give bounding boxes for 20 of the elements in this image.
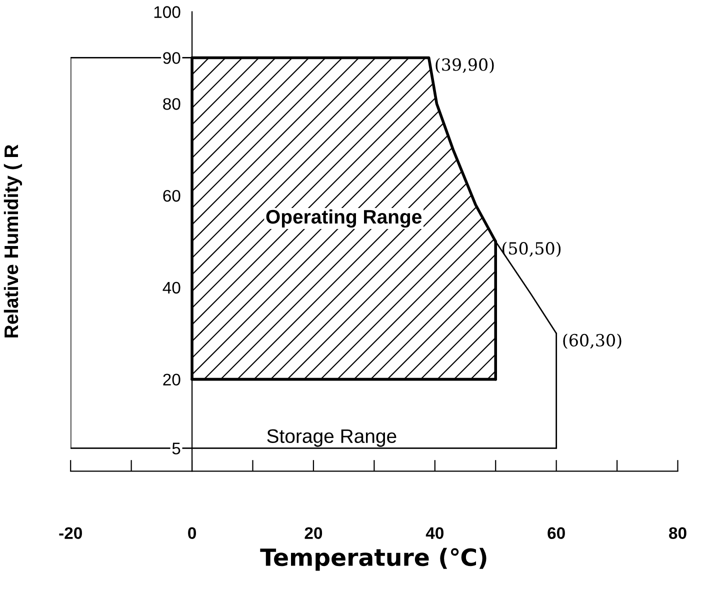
annotation: (50,50) bbox=[502, 242, 561, 258]
annotation: (39,90) bbox=[436, 58, 494, 74]
x-tick-label: 40 bbox=[426, 527, 444, 539]
x-tick-label: 0 bbox=[188, 527, 196, 539]
x-tick-label: 60 bbox=[548, 527, 565, 539]
x-axis-title: Temperature (℃) bbox=[260, 548, 486, 571]
y-tick-label: 80 bbox=[163, 98, 180, 110]
x-tick-label: -20 bbox=[59, 527, 82, 539]
x-tick-label: 20 bbox=[304, 527, 322, 539]
y-tick-label: 5 bbox=[172, 442, 180, 454]
y-axis-title: Relative Humidity ( R bbox=[4, 144, 22, 338]
y-tick-label: 20 bbox=[163, 374, 180, 386]
y-tick-label: 90 bbox=[163, 52, 180, 64]
annotation: (60,30) bbox=[563, 334, 622, 349]
y-tick-label: 60 bbox=[163, 190, 180, 202]
x-tick-label: 80 bbox=[669, 527, 686, 539]
text: Operating Range bbox=[266, 209, 422, 228]
y-tick-label: 100 bbox=[154, 6, 180, 18]
series-label: Storage Range bbox=[267, 429, 396, 447]
y-tick-label: 40 bbox=[162, 282, 180, 294]
